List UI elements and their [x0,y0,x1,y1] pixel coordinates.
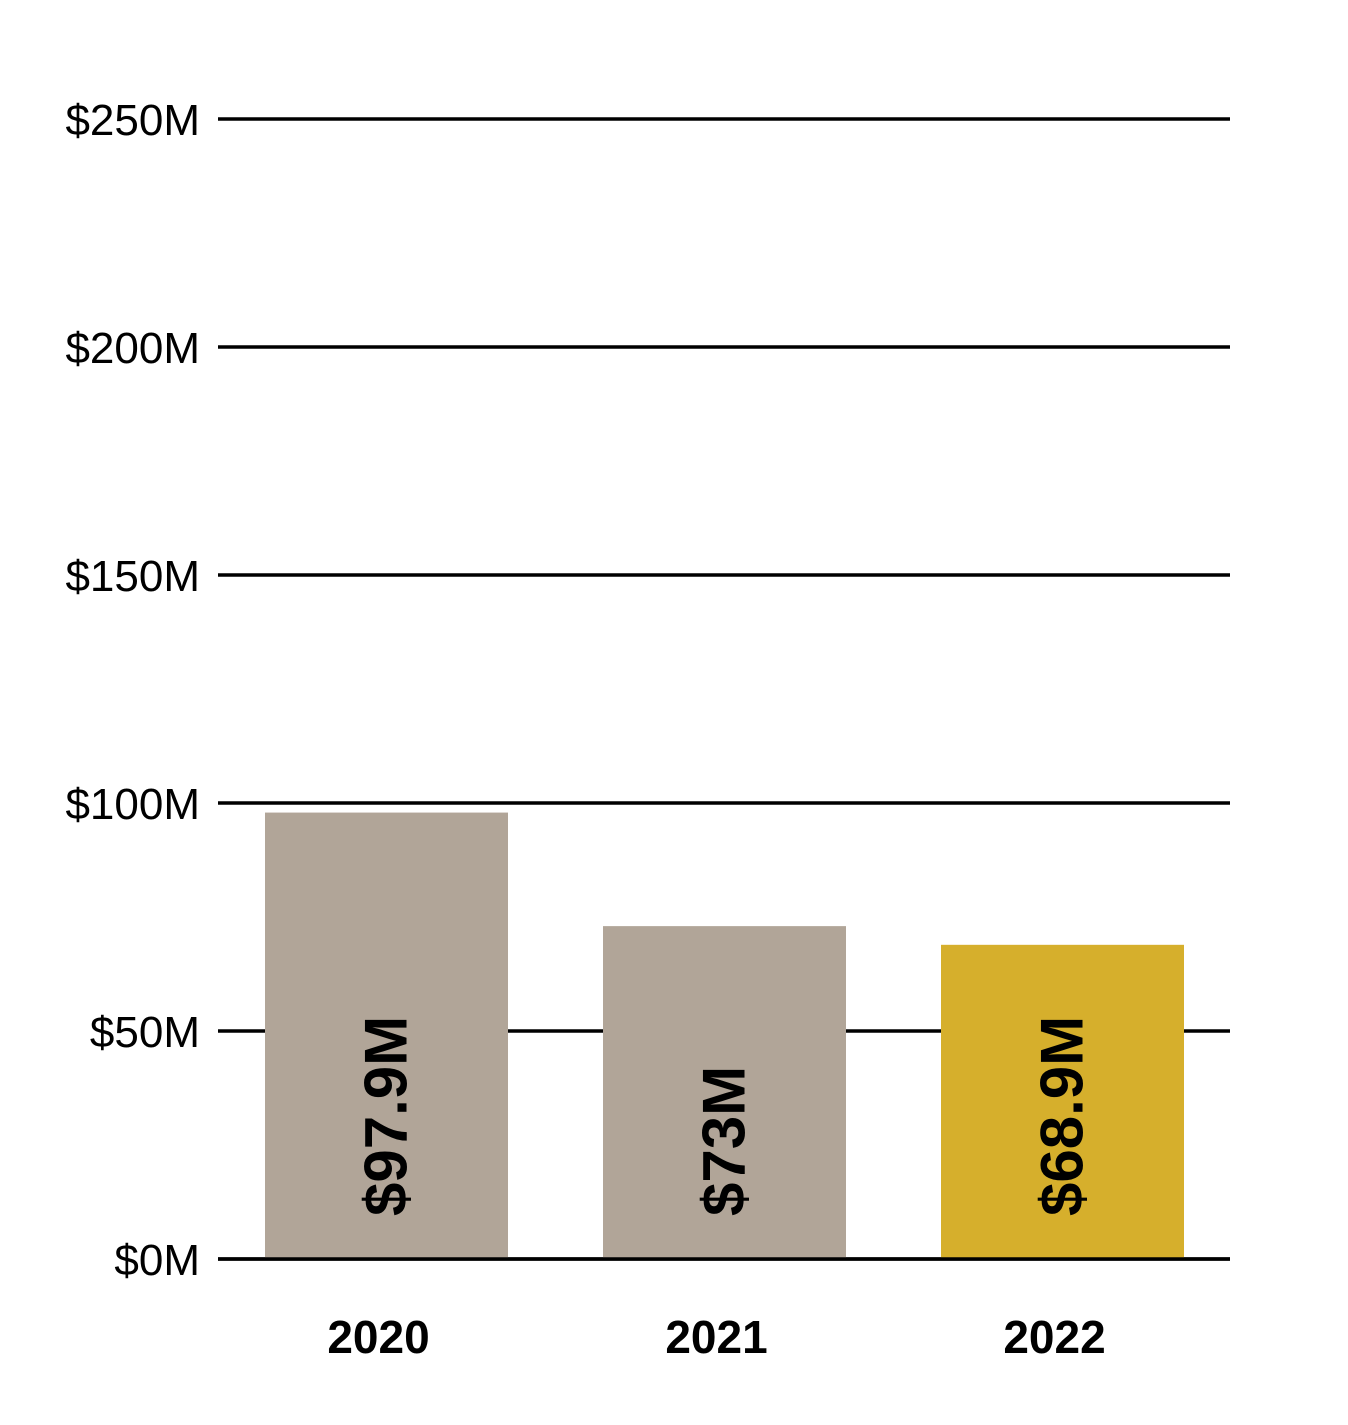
bar-2021 [603,926,846,1259]
bar-value-label: $68.9M [1029,1016,1096,1216]
y-tick-label: $250M [65,96,200,145]
x-category-label: 2020 [327,1311,429,1363]
bar-value-label: $73M [691,1066,758,1216]
y-tick-label: $50M [90,1008,200,1057]
x-axis-category-labels: 2020 2021 2022 [327,1311,1105,1363]
x-category-label: 2021 [665,1311,767,1363]
y-tick-label: $200M [65,324,200,373]
bar-value-label: $97.9M [353,1016,420,1216]
y-axis-tick-labels: $0M $50M $100M $150M $200M $250M [65,96,200,1285]
bar-2020 [265,812,508,1259]
y-tick-label: $0M [114,1236,200,1285]
y-tick-label: $150M [65,552,200,601]
y-tick-label: $100M [65,780,200,829]
x-category-label: 2022 [1003,1311,1105,1363]
bars: $97.9M $73M $68.9M [218,812,1230,1261]
bar-2022 [941,944,1184,1259]
